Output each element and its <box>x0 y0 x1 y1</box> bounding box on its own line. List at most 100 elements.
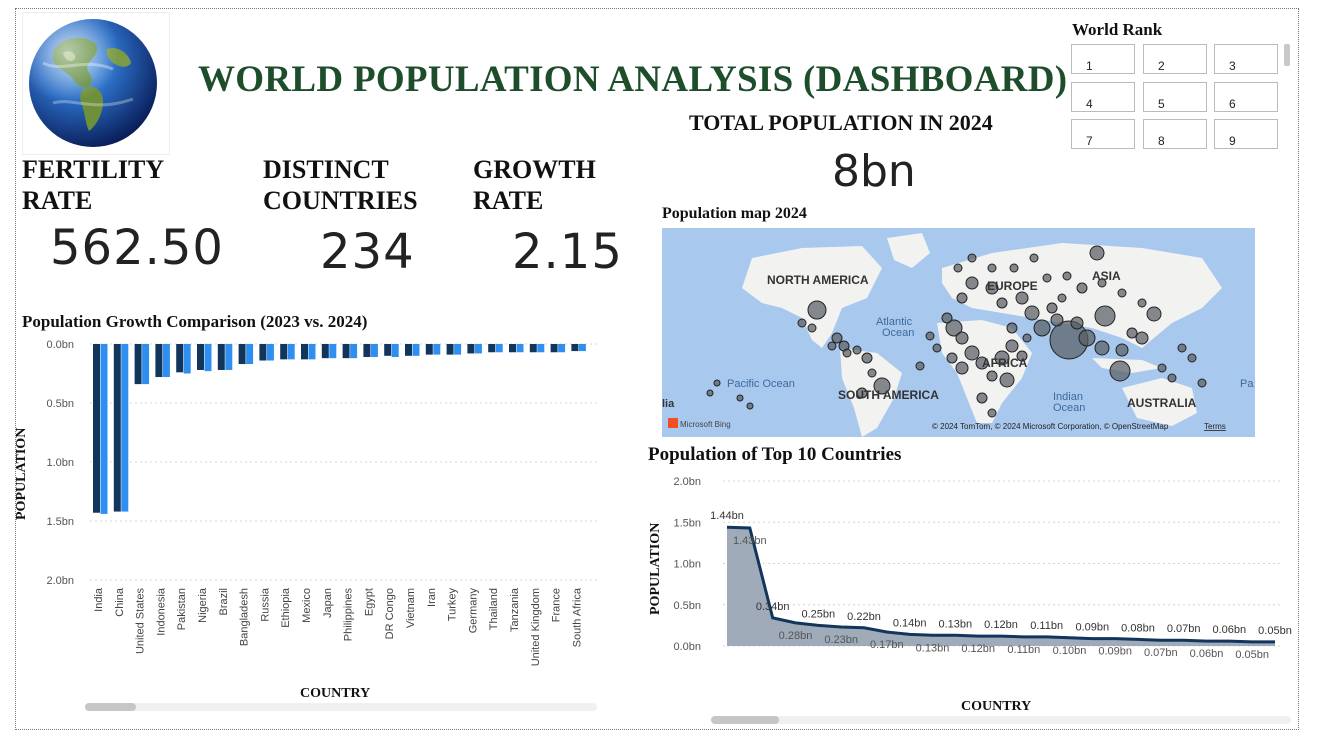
bar-2024-tanzania[interactable] <box>516 344 524 353</box>
map-bubble[interactable] <box>1157 363 1167 373</box>
bar-2024-germany[interactable] <box>474 344 482 354</box>
bar-2024-indonesia[interactable] <box>162 344 170 378</box>
map-bubble[interactable] <box>1137 298 1147 308</box>
bar-2024-nigeria[interactable] <box>204 344 212 372</box>
bar-2024-united-kingdom[interactable] <box>537 344 545 353</box>
map-bubble[interactable] <box>975 356 989 370</box>
map-bubble[interactable] <box>831 332 843 344</box>
map-bubble[interactable] <box>955 331 969 345</box>
map-bubble[interactable] <box>1187 353 1197 363</box>
map-bubble[interactable] <box>946 352 958 364</box>
bar-2023-thailand[interactable] <box>488 344 496 353</box>
bar-2024-china[interactable] <box>121 344 129 512</box>
population-map[interactable]: NORTH AMERICA SOUTH AMERICA EUROPE ASIA … <box>662 228 1255 437</box>
map-bubble[interactable] <box>964 345 980 361</box>
world-rank-option-6[interactable]: 6 <box>1214 82 1278 112</box>
world-rank-option-4[interactable]: 4 <box>1071 82 1135 112</box>
world-rank-option-2[interactable]: 2 <box>1143 44 1207 74</box>
map-bubble[interactable] <box>956 292 968 304</box>
bar-chart-scrollbar[interactable] <box>85 703 597 711</box>
map-bubble[interactable] <box>1167 373 1177 383</box>
map-bubble[interactable] <box>1024 305 1040 321</box>
world-rank-option-7[interactable]: 7 <box>1071 119 1135 149</box>
map-bubble[interactable] <box>994 350 1010 366</box>
bar-2024-philippines[interactable] <box>350 344 358 359</box>
map-bubble[interactable] <box>986 370 998 382</box>
bar-2023-brazil[interactable] <box>217 344 225 370</box>
bar-2023-united-kingdom[interactable] <box>529 344 537 353</box>
map-bubble[interactable] <box>1050 313 1064 327</box>
map-bubble[interactable] <box>1094 340 1110 356</box>
area-chart-scrollbar[interactable] <box>711 716 1291 724</box>
bar-2023-philippines[interactable] <box>342 344 350 359</box>
world-rank-option-3[interactable]: 3 <box>1214 44 1278 74</box>
map-bubble[interactable] <box>1022 333 1032 343</box>
map-bubble[interactable] <box>1089 245 1105 261</box>
bar-2024-united-states[interactable] <box>142 344 150 385</box>
map-bubble[interactable] <box>856 387 868 399</box>
bar-2024-iran[interactable] <box>433 344 441 355</box>
map-bubble[interactable] <box>861 352 873 364</box>
map-bubble[interactable] <box>746 402 754 410</box>
map-bubble[interactable] <box>1062 271 1072 281</box>
area-chart-scroll-thumb[interactable] <box>711 716 779 724</box>
map-bubble[interactable] <box>1029 253 1039 263</box>
bar-2024-russia[interactable] <box>266 344 274 361</box>
map-bubble[interactable] <box>852 345 862 355</box>
map-bubble[interactable] <box>915 361 925 371</box>
bar-2023-france[interactable] <box>550 344 558 353</box>
bar-2024-india[interactable] <box>100 344 108 514</box>
map-bubble[interactable] <box>1070 316 1084 330</box>
map-bubble[interactable] <box>1016 350 1028 362</box>
map-bubble[interactable] <box>945 319 963 337</box>
bar-2023-russia[interactable] <box>259 344 267 361</box>
bar-2023-united-states[interactable] <box>134 344 142 385</box>
bar-2023-ethiopia[interactable] <box>280 344 288 360</box>
map-bubble[interactable] <box>736 394 744 402</box>
world-rank-scrollbar[interactable] <box>1284 44 1290 66</box>
map-bubble[interactable] <box>999 372 1015 388</box>
map-bubble[interactable] <box>807 323 817 333</box>
bar-2023-turkey[interactable] <box>446 344 454 355</box>
map-bubble[interactable] <box>996 297 1008 309</box>
map-bubble[interactable] <box>873 377 891 395</box>
map-bubble[interactable] <box>932 343 942 353</box>
bar-2023-nigeria[interactable] <box>197 344 204 370</box>
map-bubble[interactable] <box>985 281 999 295</box>
map-bubble[interactable] <box>967 253 977 263</box>
bar-2024-pakistan[interactable] <box>183 344 191 374</box>
bar-2024-dr-congo[interactable] <box>391 344 399 357</box>
map-bubble[interactable] <box>1076 282 1088 294</box>
map-bubble[interactable] <box>1115 343 1129 357</box>
bar-2024-mexico[interactable] <box>308 344 316 360</box>
map-bubble[interactable] <box>965 276 979 290</box>
map-bubble[interactable] <box>1078 329 1096 347</box>
map-bubble[interactable] <box>953 263 963 273</box>
map-bubble[interactable] <box>1046 302 1058 314</box>
map-bubble[interactable] <box>1146 306 1162 322</box>
map-bubble[interactable] <box>827 341 837 351</box>
bar-2024-south-africa[interactable] <box>578 344 586 352</box>
map-bubble[interactable] <box>1094 305 1116 327</box>
bar-2024-thailand[interactable] <box>495 344 503 353</box>
map-bubble[interactable] <box>1177 343 1187 353</box>
map-bubble[interactable] <box>987 408 997 418</box>
map-bubble[interactable] <box>987 263 997 273</box>
bar-2023-egypt[interactable] <box>363 344 371 357</box>
world-rank-option-1[interactable]: 1 <box>1071 44 1135 74</box>
world-rank-option-5[interactable]: 5 <box>1143 82 1207 112</box>
bar-2023-japan[interactable] <box>321 344 329 359</box>
bar-2024-bangladesh[interactable] <box>246 344 254 365</box>
map-bubble[interactable] <box>807 300 827 320</box>
map-bubble[interactable] <box>1109 360 1131 382</box>
bar-2024-ethiopia[interactable] <box>287 344 295 360</box>
map-bubble[interactable] <box>713 379 721 387</box>
bar-2023-bangladesh[interactable] <box>238 344 246 365</box>
map-bubble[interactable] <box>1126 327 1138 339</box>
map-bubble[interactable] <box>1097 278 1107 288</box>
map-bubble[interactable] <box>1009 263 1019 273</box>
bar-2023-south-africa[interactable] <box>571 344 579 352</box>
bar-2023-tanzania[interactable] <box>509 344 516 353</box>
bar-2024-france[interactable] <box>558 344 566 353</box>
bar-2023-india[interactable] <box>93 344 100 513</box>
